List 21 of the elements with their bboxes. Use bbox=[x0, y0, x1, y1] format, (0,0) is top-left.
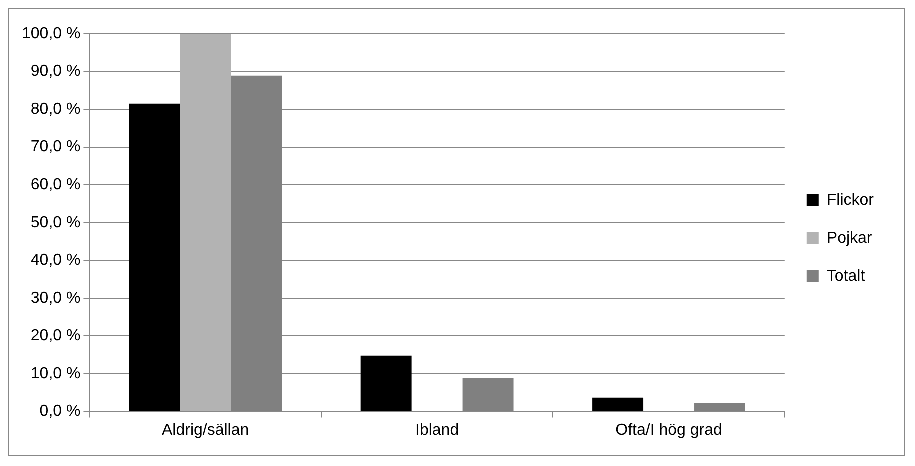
y-tick-label: 100,0 % bbox=[22, 25, 81, 42]
y-tick-label: 20,0 % bbox=[30, 328, 81, 345]
y-tick-label: 60,0 % bbox=[30, 176, 81, 194]
x-tick-label: Ofta/I hög grad bbox=[616, 422, 722, 439]
x-tick-label: Ibland bbox=[416, 422, 460, 439]
y-tick-label: 30,0 % bbox=[30, 290, 81, 307]
y-tick-label: 90,0 % bbox=[30, 63, 81, 80]
y-tick-label: 10,0 % bbox=[30, 365, 81, 382]
y-tick-label: 50,0 % bbox=[30, 214, 81, 232]
bar bbox=[360, 356, 412, 412]
x-tick-label: Aldrig/sällan bbox=[162, 422, 250, 439]
legend-label: Totalt bbox=[826, 268, 866, 285]
bar bbox=[129, 104, 180, 412]
bar bbox=[592, 398, 644, 412]
legend-label: Pojkar bbox=[826, 230, 873, 247]
legend-label: Flickor bbox=[826, 192, 875, 209]
y-tick-label: 0,0 % bbox=[40, 403, 81, 420]
bar bbox=[180, 34, 232, 412]
y-tick-label: 80,0 % bbox=[30, 100, 81, 118]
y-tick-label: 70,0 % bbox=[30, 138, 81, 156]
y-tick-label: 40,0 % bbox=[30, 252, 81, 270]
